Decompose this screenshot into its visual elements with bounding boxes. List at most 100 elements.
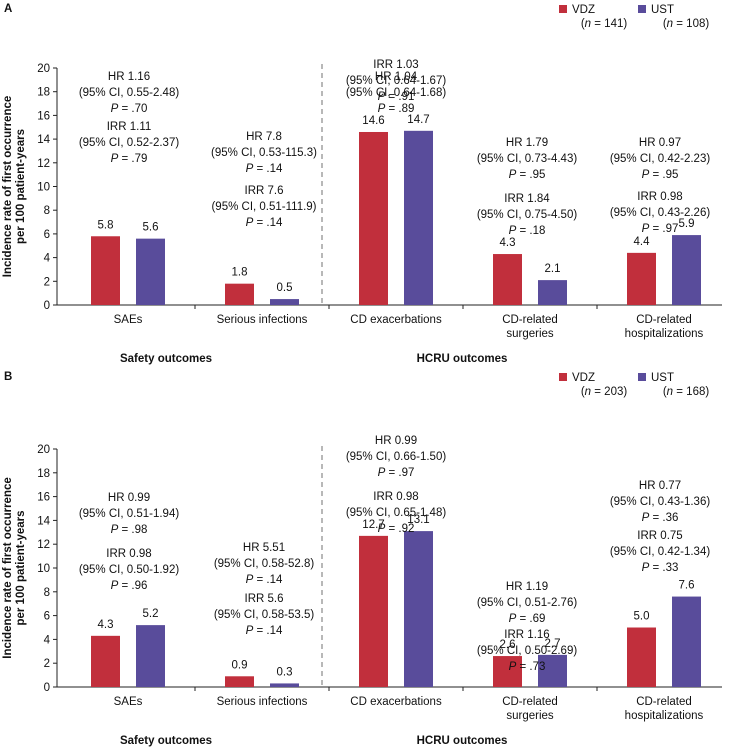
x-category-label: surgeries <box>506 710 554 722</box>
y-tick-label: 0 <box>44 682 50 694</box>
annotation-hr: (95% CI, 0.58-52.8) <box>214 558 315 570</box>
annotation-hr: P = .14 <box>246 574 283 586</box>
annotation-irr: IRR 1.03 <box>373 59 418 71</box>
bar-value-label: 5.2 <box>143 608 159 620</box>
annotation-irr: (95% CI, 0.58-53.5) <box>214 609 315 621</box>
y-tick-label: 10 <box>37 182 50 194</box>
annotation-hr: HR 1.79 <box>506 137 548 149</box>
annotation-irr: (95% CI, 0.50-1.92) <box>79 564 180 576</box>
bar-vdz <box>627 627 656 687</box>
annotation-hr: P = .70 <box>111 103 148 115</box>
annotation-irr: (95% CI, 0.75-4.50) <box>477 209 578 221</box>
bar-value-label: 14.6 <box>362 115 384 127</box>
annotation-hr: P = .95 <box>509 169 546 181</box>
bar-value-label: 0.9 <box>232 659 248 671</box>
annotation-irr: IRR 1.16 <box>504 629 549 641</box>
x-category-label: hospitalizations <box>625 328 704 340</box>
bar-value-label: 0.3 <box>277 666 293 678</box>
bar-value-label: 5.0 <box>634 611 650 623</box>
y-tick-label: 10 <box>37 563 50 575</box>
annotation-irr: IRR 0.98 <box>106 548 151 560</box>
y-tick-label: 2 <box>44 658 50 670</box>
bar-value-label: 5.6 <box>143 222 159 234</box>
annotation-hr: HR 1.04 <box>375 71 418 83</box>
annotation-irr: P = .14 <box>246 625 283 637</box>
annotation-irr: IRR 0.75 <box>637 530 682 542</box>
bar-vdz <box>91 236 120 305</box>
bar-ust <box>270 683 299 687</box>
bar-value-label: 2.7 <box>545 638 561 650</box>
y-tick-label: 6 <box>44 229 50 241</box>
bar-ust <box>404 531 433 687</box>
legend-label: UST <box>651 4 674 16</box>
group-label: Safety outcomes <box>120 735 212 747</box>
x-category-label: surgeries <box>506 328 554 340</box>
panel-label: A <box>4 3 12 15</box>
bar-value-label: 5.8 <box>98 219 114 231</box>
legend-label: VDZ <box>572 4 595 16</box>
x-category-label: SAEs <box>114 696 143 708</box>
annotation-hr: P = .89 <box>378 103 415 115</box>
legend-swatch-ust <box>638 5 646 13</box>
annotation-hr: HR 0.99 <box>108 492 150 504</box>
annotation-irr: P = .91 <box>378 91 415 103</box>
group-label: Safety outcomes <box>120 353 212 365</box>
x-category-label: CD exacerbations <box>350 314 442 326</box>
y-axis-title: per 100 patient-years <box>15 510 27 625</box>
bar-value-label: 4.3 <box>500 237 516 249</box>
x-category-label: Serious infections <box>217 696 308 708</box>
annotation-irr: P = .73 <box>509 661 546 673</box>
annotation-hr: HR 1.19 <box>506 581 548 593</box>
annotation-irr: IRR 0.98 <box>373 491 418 503</box>
annotation-hr: HR 1.16 <box>108 71 150 83</box>
bar-value-label: 2.1 <box>545 263 561 275</box>
annotation-hr: (95% CI, 0.53-115.3) <box>211 147 317 159</box>
annotation-hr: (95% CI, 0.73-4.43) <box>477 153 578 165</box>
bar-ust <box>672 596 701 687</box>
bar-value-label: 0.5 <box>277 282 293 294</box>
y-tick-label: 12 <box>37 158 50 170</box>
annotation-hr: HR 7.8 <box>246 131 282 143</box>
legend-n-label: (n = 203) <box>581 386 628 398</box>
legend-n-label: (n = 108) <box>663 18 710 30</box>
annotation-hr: P = .14 <box>246 163 283 175</box>
bar-vdz <box>225 676 254 687</box>
x-category-label: hospitalizations <box>625 710 704 722</box>
y-tick-label: 20 <box>37 63 50 75</box>
y-axis-title: per 100 patient-years <box>15 129 27 244</box>
y-tick-label: 8 <box>44 205 50 217</box>
annotation-hr: (95% CI, 0.66-1.50) <box>346 451 447 463</box>
legend-swatch-vdz <box>559 373 567 381</box>
annotation-hr: (95% CI, 0.64-1.68) <box>346 87 447 99</box>
annotation-hr: (95% CI, 0.42-2.23) <box>610 153 711 165</box>
bar-vdz <box>627 252 656 305</box>
legend-swatch-vdz <box>559 5 567 13</box>
legend-label: VDZ <box>572 372 595 384</box>
annotation-hr: P = .95 <box>642 169 679 181</box>
annotation-hr: HR 5.51 <box>243 542 285 554</box>
y-tick-label: 6 <box>44 611 50 623</box>
chart-panel-a: A Incidence rate of first occurrence per 1… <box>2 3 722 365</box>
legend-swatch-ust <box>638 373 646 381</box>
y-tick-label: 12 <box>37 539 50 551</box>
bar-ust <box>270 299 299 305</box>
bar-ust <box>538 654 567 687</box>
legend-n-label: (n = 141) <box>581 18 628 30</box>
annotation-irr: IRR 5.6 <box>245 593 284 605</box>
y-axis-title: Incidence rate of first occurrence <box>2 96 14 278</box>
x-category-label: CD-related <box>502 314 558 326</box>
y-tick-label: 4 <box>44 634 51 646</box>
x-category-label: CD-related <box>636 314 692 326</box>
bar-value-label: 4.3 <box>98 619 114 631</box>
y-tick-label: 4 <box>44 253 51 265</box>
annotation-irr: (95% CI, 0.52-2.37) <box>79 137 180 149</box>
bar-value-label: 7.6 <box>679 580 695 592</box>
bar-ust <box>404 130 433 305</box>
annotation-hr: HR 0.97 <box>639 137 681 149</box>
annotation-hr: (95% CI, 0.55-2.48) <box>79 87 180 99</box>
bar-value-label: 1.8 <box>232 267 248 279</box>
annotation-hr: P = .97 <box>378 467 415 479</box>
bar-value-label: 14.7 <box>407 114 429 126</box>
y-tick-label: 14 <box>37 134 50 146</box>
y-tick-label: 18 <box>37 87 50 99</box>
